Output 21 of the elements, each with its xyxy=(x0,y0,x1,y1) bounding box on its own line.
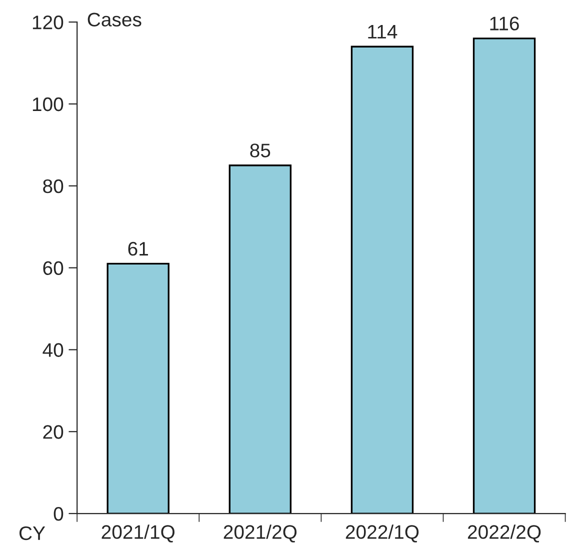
bar xyxy=(228,164,292,514)
data-label: 85 xyxy=(250,144,270,158)
data-label: 61 xyxy=(128,242,148,256)
x-tick-label: 2021/1Q xyxy=(102,524,174,542)
x-tick-label: 2022/1Q xyxy=(346,524,419,542)
bar xyxy=(106,262,170,514)
bar xyxy=(472,38,536,514)
data-label: 116 xyxy=(490,16,519,30)
y-tick-label: 0 xyxy=(54,507,64,521)
x-tick-label: 2022/2Q xyxy=(468,524,541,542)
data-label: 114 xyxy=(368,25,398,38)
y-tick-label: 60 xyxy=(43,261,64,276)
y-tick-label: 40 xyxy=(42,343,64,357)
bar xyxy=(350,46,414,514)
y-tick-label: 20 xyxy=(43,425,64,439)
y-axis-title: Cases xyxy=(88,12,142,26)
x-axis-title: CY xyxy=(19,526,46,540)
y-tick-label: 100 xyxy=(32,97,64,112)
x-tick-label: 2021/2Q xyxy=(224,524,297,542)
y-tick-label: 80 xyxy=(43,179,64,194)
y-tick-label: 120 xyxy=(32,16,64,30)
